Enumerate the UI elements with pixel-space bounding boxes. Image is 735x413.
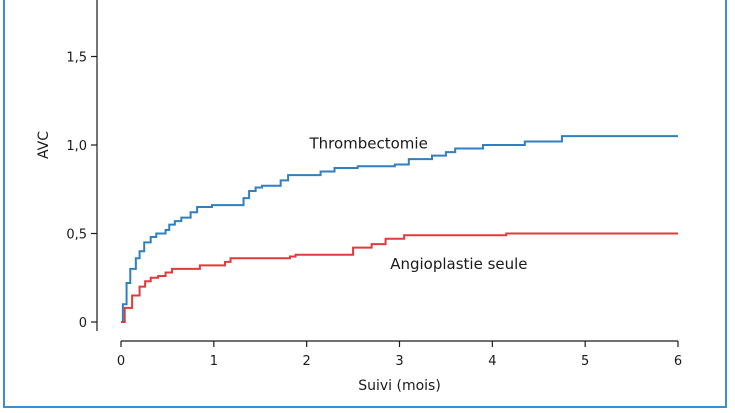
- axes: [96, 0, 678, 342]
- x-tick-label: 3: [395, 354, 403, 369]
- series-label-1: Thrombectomie: [308, 135, 427, 153]
- y-axis-title: AVC: [36, 131, 52, 159]
- series-group: Thrombectomie Angioplastie seule: [121, 135, 678, 323]
- x-ticks: 0 1 2 3 4 5 6: [117, 341, 682, 369]
- x-axis-title: Suivi (mois): [358, 378, 441, 394]
- series-line-1: [121, 135, 678, 323]
- x-tick-label: 6: [674, 354, 682, 369]
- y-ticks: 0 0,5 1,0 1,5: [66, 51, 97, 331]
- y-tick-label: 0: [79, 316, 87, 331]
- x-tick-label: 2: [303, 354, 311, 369]
- y-tick-label: 1,5: [66, 51, 87, 66]
- x-tick-label: 1: [210, 354, 218, 369]
- chart-frame: [3, 0, 727, 408]
- x-tick-label: 4: [488, 354, 496, 369]
- y-tick-label: 1,0: [66, 139, 87, 154]
- x-tick-label: 0: [117, 354, 125, 369]
- series-line-2: [121, 232, 678, 323]
- y-tick-label: 0,5: [66, 228, 87, 243]
- x-tick-label: 5: [581, 354, 589, 369]
- series-label-2: Angioplastie seule: [390, 255, 527, 273]
